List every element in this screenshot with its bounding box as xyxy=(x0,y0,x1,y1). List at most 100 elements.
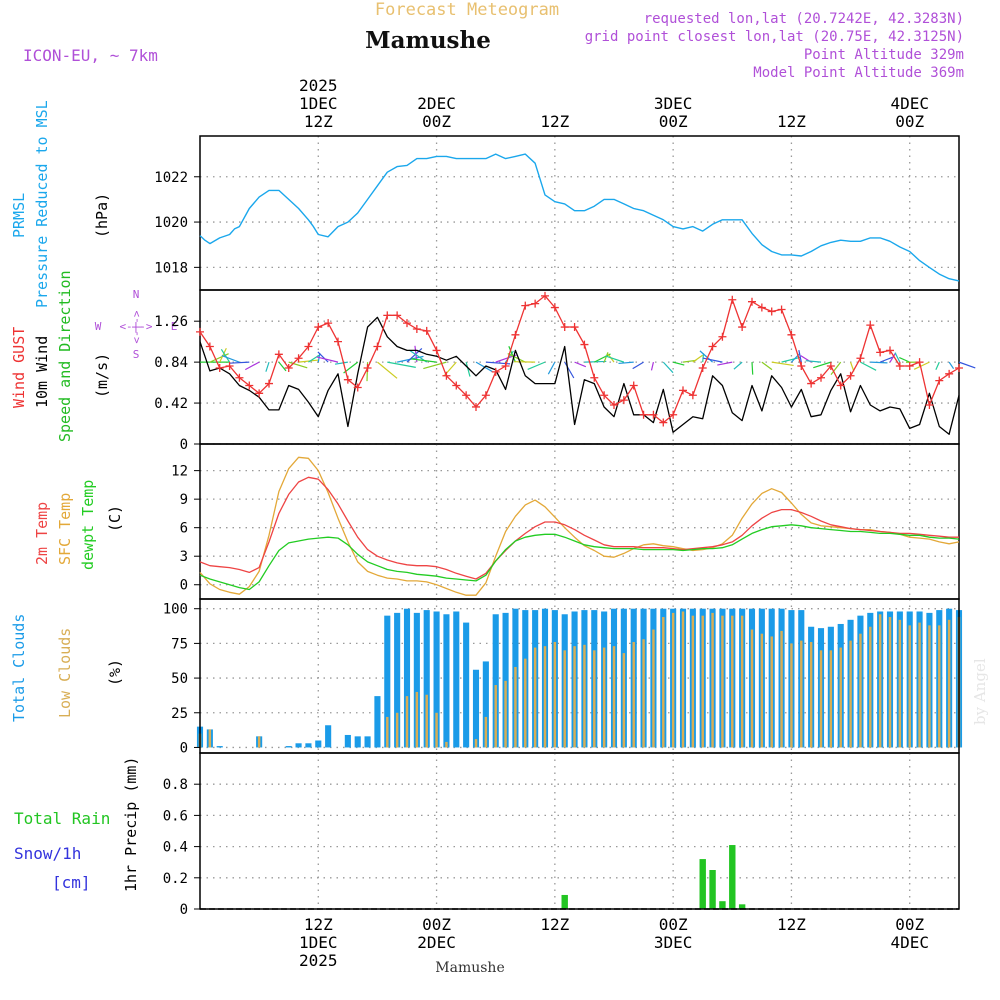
wind-direction-arrow xyxy=(564,361,575,379)
wind-gust-marker xyxy=(748,297,756,306)
wind-gust-marker xyxy=(728,295,737,304)
rain-bar xyxy=(729,845,736,909)
total-clouds-bar xyxy=(354,736,361,748)
wind-gust-marker xyxy=(905,362,914,371)
rain-bar xyxy=(719,901,726,909)
y-tick-label: 0.8 xyxy=(163,777,188,793)
wind-gust-marker xyxy=(629,381,638,390)
model-altitude: Model Point Altitude 369m xyxy=(753,65,964,81)
low-clouds-bar xyxy=(829,650,833,748)
precip-title: 1hr Precip (mm) xyxy=(122,757,140,892)
wind-direction-arrow xyxy=(618,361,634,365)
total-clouds-bar xyxy=(423,610,430,748)
wind-direction-label: Speed and Direction xyxy=(56,270,74,442)
time-tick-label: 4DEC xyxy=(890,94,929,113)
y-tick-label: 0.4 xyxy=(163,840,188,856)
dewpt-temp-line xyxy=(199,524,960,591)
pressure-panel: PRMSL Pressure Reduced to MSL (hPa) 1018… xyxy=(10,100,960,308)
wind-direction-arrow xyxy=(605,355,625,363)
wind-direction-arrow xyxy=(475,361,493,373)
wind-gust-marker xyxy=(738,323,747,332)
wind-gust-marker xyxy=(935,376,944,385)
low-clouds-bar xyxy=(888,617,892,748)
wind-gust-marker xyxy=(807,379,816,388)
wind-gust-marker xyxy=(432,346,441,355)
wind-gust-marker xyxy=(659,418,668,427)
wind-gust-marker xyxy=(698,363,707,372)
wind-gust-marker xyxy=(521,301,530,310)
time-tick-label: 00Z xyxy=(895,915,924,934)
wind-gust-marker xyxy=(334,337,342,346)
temp-2m-line xyxy=(199,476,959,580)
wind-gust-marker xyxy=(679,386,687,395)
wind-direction-arrow xyxy=(574,361,587,368)
wind-direction-arrow xyxy=(830,361,842,375)
wind-direction-arrow xyxy=(798,350,802,363)
low-clouds-bar xyxy=(947,619,951,748)
wind-gust-marker xyxy=(205,342,214,351)
time-tick-label: 12Z xyxy=(304,915,333,934)
wind-gust-marker xyxy=(403,319,411,328)
low-clouds-bar xyxy=(593,650,596,748)
rain-bar xyxy=(709,870,716,909)
wind-gust-marker xyxy=(393,311,402,320)
time-tick-label: 12Z xyxy=(304,112,333,131)
low-clouds-bar xyxy=(612,646,616,748)
time-tick-label: 2DEC xyxy=(417,94,456,113)
wind-direction-arrow xyxy=(717,361,733,366)
time-tick-label: 00Z xyxy=(659,112,688,131)
time-tick-label: 12Z xyxy=(777,112,806,131)
low-clouds-bar xyxy=(445,741,448,748)
wind-direction-arrow xyxy=(406,347,423,363)
wind-panel: Wind GUST 10m Wind Speed and Direction (… xyxy=(10,270,976,453)
wind-gust-marker xyxy=(511,330,520,339)
wind-direction-arrow xyxy=(288,361,308,369)
wind-direction-arrow xyxy=(423,361,447,370)
total-clouds-label: Total Clouds xyxy=(10,614,28,722)
wind-gust-marker xyxy=(235,373,244,382)
low-clouds-bar xyxy=(514,666,517,748)
low-clouds-bar xyxy=(583,644,586,748)
wind-direction-arrow xyxy=(308,353,321,363)
pressure-line xyxy=(199,153,960,282)
wind-direction-arrow xyxy=(650,361,655,371)
wind-direction-arrow xyxy=(889,352,897,363)
y-tick-label: 100 xyxy=(163,602,188,618)
wind-gust-marker xyxy=(491,367,500,376)
wind-gust-marker xyxy=(363,363,372,372)
low-clouds-bar xyxy=(494,685,497,748)
wind-direction-arrow xyxy=(751,362,754,375)
panel-frame xyxy=(199,598,960,754)
y-tick-label: 0.2 xyxy=(163,871,188,887)
wind-direction-arrow xyxy=(594,353,611,363)
wind-gust-marker xyxy=(955,363,963,372)
rain-bar xyxy=(738,904,746,909)
wind-direction-arrow xyxy=(229,361,250,364)
temperature-panel: 2m Temp SFC Temp dewpt Temp (C) 0 3 6 9 12 xyxy=(33,443,960,600)
panel-frame xyxy=(199,289,960,445)
total-clouds-bar xyxy=(305,743,312,748)
time-tick-label: 12Z xyxy=(540,112,569,131)
wind-direction-arrow xyxy=(377,361,398,379)
wind-gust-marker xyxy=(196,327,204,336)
time-tick-label: 00Z xyxy=(422,112,451,131)
wind-gust-marker xyxy=(590,373,599,382)
wind-gust-marker xyxy=(688,391,697,400)
product-title: Forecast Meteogram xyxy=(375,0,559,20)
low-clouds-bar xyxy=(632,642,635,748)
wind-direction-arrow xyxy=(219,348,227,363)
wind-gust-marker xyxy=(560,323,569,332)
wind-gust-marker xyxy=(570,323,579,332)
wind-direction-arrow xyxy=(870,361,888,364)
total-clouds-bar xyxy=(502,612,509,748)
y-tick-label: 0 xyxy=(180,902,188,918)
wind-speed-line xyxy=(199,316,960,435)
low-clouds-bar xyxy=(257,736,261,748)
wind-gust-marker xyxy=(324,319,333,328)
time-tick-label: 3DEC xyxy=(654,933,693,952)
wind-direction-arrow xyxy=(220,348,231,363)
total-clouds-bar xyxy=(295,743,302,748)
low-clouds-bar xyxy=(533,647,537,748)
y-tick-label: 0 xyxy=(180,437,188,453)
wind-gust-marker xyxy=(757,303,766,312)
